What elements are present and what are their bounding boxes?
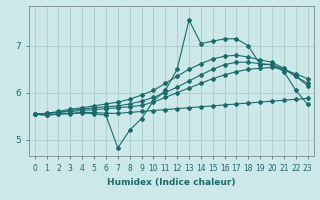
X-axis label: Humidex (Indice chaleur): Humidex (Indice chaleur) bbox=[107, 178, 236, 187]
